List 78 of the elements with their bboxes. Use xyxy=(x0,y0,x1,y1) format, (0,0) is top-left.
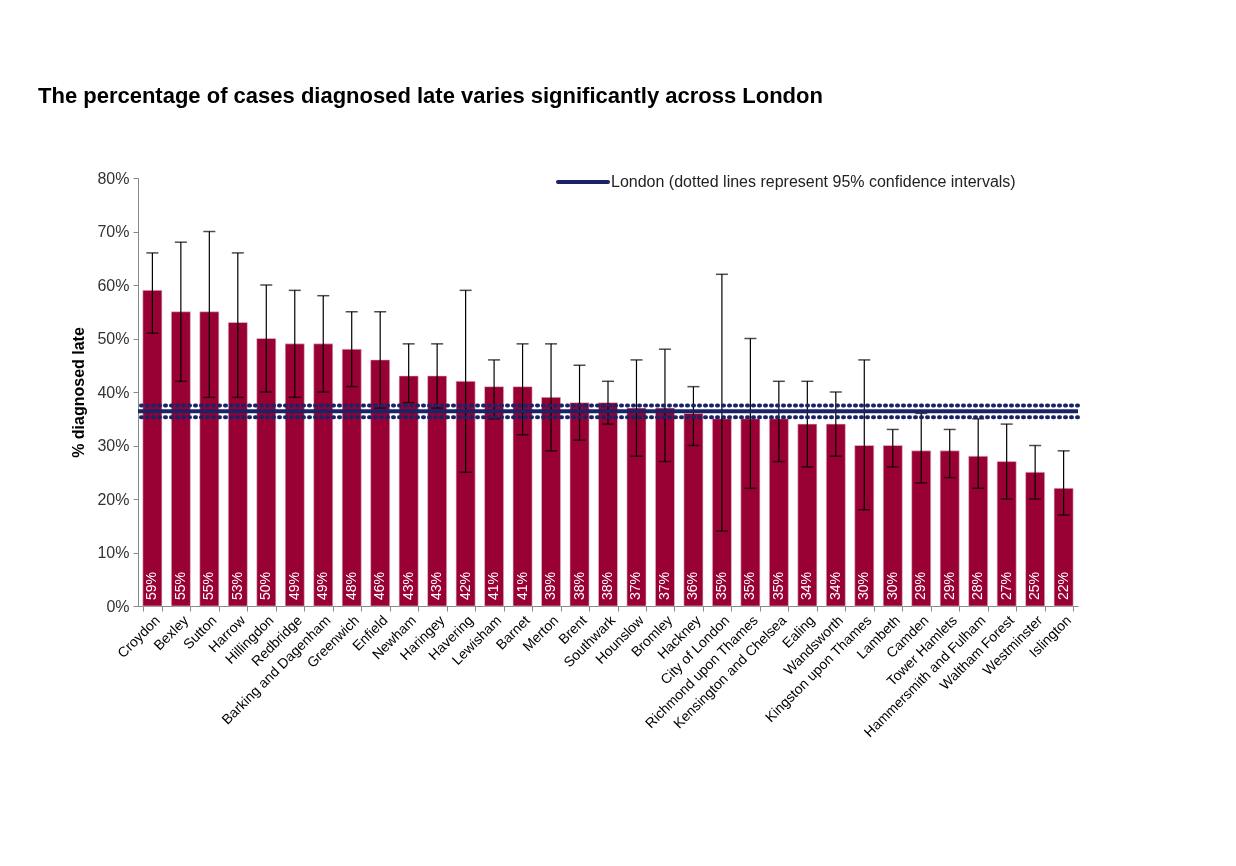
bar xyxy=(968,455,989,607)
bar xyxy=(683,413,704,607)
bar xyxy=(171,311,191,607)
bar xyxy=(455,381,476,607)
bar xyxy=(341,348,362,607)
bar xyxy=(598,402,618,607)
bar xyxy=(854,445,875,607)
bar xyxy=(256,338,277,607)
data-label: 55% xyxy=(200,571,217,600)
data-label: 42% xyxy=(456,571,473,600)
bar xyxy=(370,359,391,607)
y-tick-label: 50% xyxy=(97,330,130,347)
y-tick-label: 30% xyxy=(97,437,130,454)
chart-title: The percentage of cases diagnosed late varies significantly across London xyxy=(38,83,823,108)
data-label: 53% xyxy=(228,571,245,600)
y-tick-label: 10% xyxy=(97,544,130,561)
data-label: 25% xyxy=(1026,571,1043,600)
data-label: 50% xyxy=(257,571,274,600)
bar xyxy=(313,343,334,607)
data-label: 38% xyxy=(570,571,587,600)
bar xyxy=(882,445,903,607)
data-label: 41% xyxy=(485,571,502,600)
bar xyxy=(227,322,248,607)
bar xyxy=(1053,488,1074,607)
y-tick-label: 70% xyxy=(97,223,130,240)
bar xyxy=(569,402,590,607)
data-label: 43% xyxy=(399,571,416,600)
data-label: 37% xyxy=(627,571,644,600)
data-label: 29% xyxy=(912,571,929,600)
data-label: 29% xyxy=(940,571,957,600)
bar xyxy=(142,290,163,607)
data-label: 34% xyxy=(826,571,843,600)
bar xyxy=(284,343,305,607)
bar xyxy=(712,418,732,607)
data-label: 49% xyxy=(314,571,331,600)
data-label: 27% xyxy=(997,571,1014,600)
bar xyxy=(199,311,220,607)
data-label: 36% xyxy=(684,571,701,600)
bar xyxy=(427,375,447,607)
data-label: 30% xyxy=(855,571,872,600)
bar xyxy=(398,375,419,607)
bar xyxy=(797,423,818,607)
bar xyxy=(996,461,1017,607)
bar xyxy=(740,418,761,607)
legend-label: London (dotted lines represent 95% confidence intervals) xyxy=(611,173,1016,190)
y-tick-label: 40% xyxy=(97,383,130,401)
data-label: 22% xyxy=(1054,571,1071,600)
bar xyxy=(484,386,504,607)
y-tick-label: 60% xyxy=(97,276,130,294)
data-label: 37% xyxy=(655,571,672,600)
data-label: 55% xyxy=(171,571,188,600)
y-tick-label: 80% xyxy=(97,169,130,187)
bar xyxy=(626,407,647,607)
data-label: 35% xyxy=(769,571,786,600)
data-label: 49% xyxy=(285,571,302,600)
bar xyxy=(541,397,561,607)
y-tick-label: 0% xyxy=(106,597,130,615)
y-tick-label: 20% xyxy=(97,490,130,508)
data-label: 38% xyxy=(599,571,615,600)
bar xyxy=(769,418,789,607)
data-label: 35% xyxy=(741,571,758,600)
data-label: 43% xyxy=(428,571,445,600)
bar xyxy=(939,450,960,607)
data-label: 59% xyxy=(143,571,160,600)
y-axis-title: % diagnosed late xyxy=(70,327,88,458)
data-label: 35% xyxy=(712,571,729,600)
bar xyxy=(512,386,533,607)
bar xyxy=(911,450,932,607)
data-label: 41% xyxy=(513,571,530,600)
data-label: 28% xyxy=(969,571,986,600)
data-label: 39% xyxy=(542,571,559,600)
data-label: 30% xyxy=(883,571,900,600)
bar xyxy=(825,423,846,607)
bar xyxy=(1025,471,1045,607)
bar xyxy=(655,407,675,607)
data-label: 48% xyxy=(342,571,359,600)
data-label: 34% xyxy=(798,571,815,600)
data-label: 46% xyxy=(371,571,388,600)
